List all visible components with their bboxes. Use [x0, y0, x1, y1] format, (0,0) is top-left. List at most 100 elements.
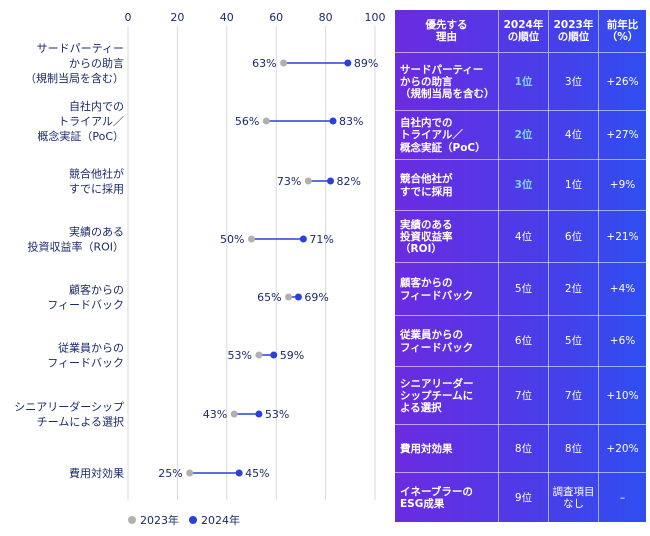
yoy-cell: +6% [598, 316, 646, 367]
category-label: 実績のある [69, 225, 124, 239]
point-2023 [255, 351, 263, 359]
category-label: フィードバック [47, 357, 124, 370]
table-row: 費用対効果 8位 8位 +20% [395, 424, 646, 473]
rank-2024-cell: 1位 [498, 53, 548, 111]
yoy-cell: – [598, 473, 646, 523]
category-label: トライアル／ [58, 115, 124, 128]
reason-cell: 従業員からの フィードバック [400, 329, 474, 354]
table-row: イネーブラーの ESG成果 9位 調査項目 なし – [395, 472, 646, 523]
header-rank-2023: 2023年 の順位 [548, 10, 598, 52]
data-label-2023: 63% [252, 57, 276, 70]
yoy-cell: +4% [598, 263, 646, 316]
rank-2024-cell: 7位 [498, 367, 548, 425]
category-label: 投資収益率（ROI） [27, 240, 124, 254]
data-label-2023: 43% [203, 408, 227, 421]
table-row: 競合他社が すでに採用 3位 1位 +9% [395, 159, 646, 211]
table-row: 顧客からの フィードバック 5位 2位 +4% [395, 262, 646, 316]
category-label: 費用対効果 [69, 466, 124, 480]
category-label: 従業員からの [58, 342, 124, 355]
data-label-2023: 53% [227, 349, 251, 362]
rank-2023-cell: 6位 [548, 211, 598, 263]
point-2024 [235, 469, 243, 477]
category-label: 顧客からの [69, 283, 124, 297]
x-tick-label: 40 [220, 11, 234, 24]
data-label-2024: 45% [245, 467, 269, 480]
yoy-cell: +9% [598, 160, 646, 211]
rank-2024-cell: 3位 [498, 160, 548, 211]
point-2024 [329, 117, 337, 125]
data-label-2023: 56% [235, 115, 259, 128]
rank-2024-cell: 4位 [498, 211, 548, 263]
data-label-2024: 83% [339, 115, 363, 128]
header-reason: 優先する 理由 [425, 18, 468, 43]
category-label: すでに採用 [69, 182, 124, 196]
table-header: 優先する 理由 2024年 の順位 2023年 の順位 前年比 （%） [395, 10, 646, 52]
data-label-2024: 59% [280, 349, 304, 362]
point-2024 [294, 293, 302, 301]
point-2024 [270, 351, 278, 359]
data-label-2023: 65% [257, 291, 281, 304]
reason-cell: シニアリーダー シップチームに よる選択 [400, 377, 474, 415]
table-row: サードパーティー からの助言 （規制当局を含む） 1位 3位 +26% [395, 52, 646, 111]
point-2023 [186, 469, 194, 477]
data-label-2023: 73% [277, 175, 301, 188]
data-label-2024: 89% [354, 57, 378, 70]
category-label: （規制当局を含む） [25, 71, 124, 85]
x-tick-label: 80 [319, 11, 333, 24]
table-row: シニアリーダー シップチームに よる選択 7位 7位 +10% [395, 366, 646, 425]
data-label-2024: 69% [304, 291, 328, 304]
rank-2023-cell: 4位 [548, 111, 598, 160]
point-2024 [344, 59, 352, 67]
rank-2023-cell: 3位 [548, 53, 598, 111]
x-tick-label: 0 [125, 11, 132, 24]
category-label: シニアリーダーシップ [14, 400, 124, 414]
legend-dot-2023 [128, 516, 136, 524]
yoy-cell: +10% [598, 367, 646, 425]
yoy-cell: +20% [598, 425, 646, 473]
point-2024 [255, 410, 263, 418]
x-tick-label: 60 [269, 11, 283, 24]
reason-cell: 競合他社が すでに採用 [400, 173, 453, 198]
x-tick-label: 20 [170, 11, 184, 24]
category-label: 競合他社が [69, 167, 124, 181]
category-label: サードパーティー [37, 42, 124, 55]
point-2023 [248, 235, 255, 243]
point-2023 [230, 410, 238, 418]
rank-2024-cell: 2位 [498, 111, 548, 160]
data-label-2023: 25% [158, 467, 182, 480]
rank-2023-cell: 5位 [548, 316, 598, 367]
table-row: 自社内での トライアル／ 概念実証（PoC） 2位 4位 +27% [395, 110, 646, 160]
category-label: チームによる選択 [37, 415, 124, 429]
data-label-2024: 82% [337, 175, 361, 188]
point-2023 [262, 117, 270, 125]
table-row: 実績のある 投資収益率 （ROI） 4位 6位 +21% [395, 210, 646, 263]
legend-label-2024: 2024年 [201, 514, 240, 527]
reason-cell: サードパーティー からの助言 （規制当局を含む） [400, 63, 495, 101]
point-2023 [285, 293, 293, 301]
reason-cell: 実績のある 投資収益率 （ROI） [400, 218, 453, 256]
reason-cell: 費用対効果 [400, 442, 453, 455]
yoy-cell: +27% [598, 111, 646, 160]
table-row: 従業員からの フィードバック 6位 5位 +6% [395, 315, 646, 367]
data-label-2023: 50% [220, 233, 244, 246]
rank-2023-cell: 8位 [548, 425, 598, 473]
x-tick-label: 100 [365, 11, 386, 24]
point-2024 [299, 235, 307, 243]
rank-2024-cell: 5位 [498, 263, 548, 316]
rank-2024-cell: 6位 [498, 316, 548, 367]
legend-dot-2024 [189, 516, 197, 524]
yoy-cell: +21% [598, 211, 646, 263]
point-2023 [280, 59, 288, 67]
reason-cell: イネーブラーの ESG成果 [400, 485, 473, 510]
chart-legend: 2023年 2024年 [128, 512, 240, 528]
rank-2023-cell: 7位 [548, 367, 598, 425]
yoy-cell: +26% [598, 53, 646, 111]
reason-cell: 顧客からの フィードバック [400, 277, 474, 302]
legend-label-2023: 2023年 [140, 514, 179, 527]
data-label-2024: 71% [309, 233, 333, 246]
category-label: からの助言 [69, 56, 124, 70]
legend-item-2023: 2023年 [128, 512, 179, 528]
point-2023 [304, 177, 312, 185]
reason-cell: 自社内での トライアル／ 概念実証（PoC） [400, 117, 486, 154]
